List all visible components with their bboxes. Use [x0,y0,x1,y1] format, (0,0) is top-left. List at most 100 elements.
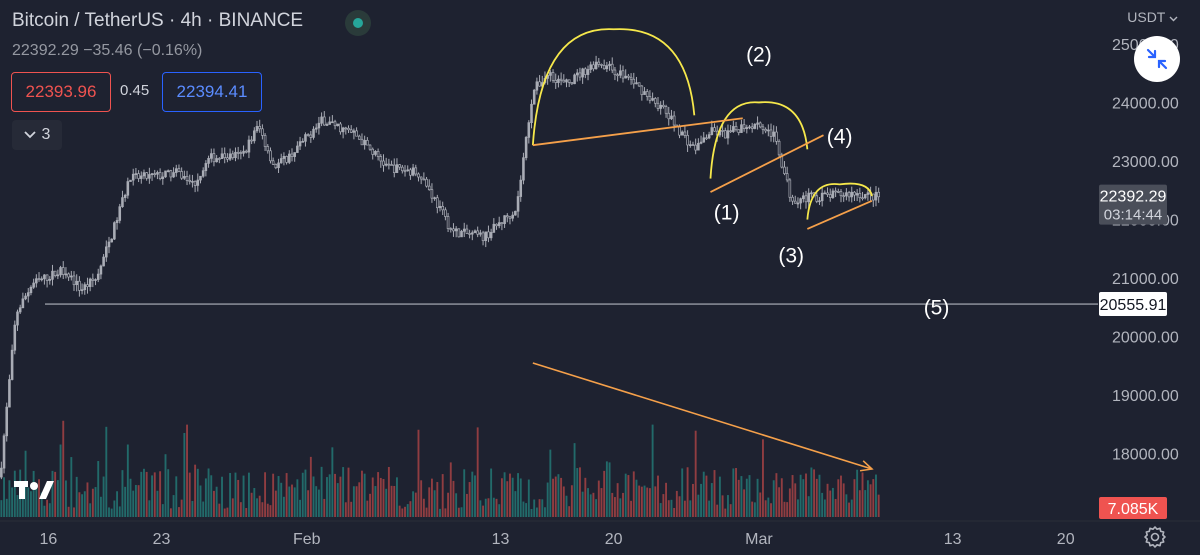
volume-bar [320,466,323,517]
volume-bar [568,506,571,517]
volume-bar [517,473,519,517]
collapse-button[interactable] [1134,36,1180,82]
volume-bar [444,508,447,517]
volume-bar [718,476,721,517]
drawing-layer[interactable] [531,28,874,472]
candle-body [659,104,662,109]
candle-body [702,137,706,143]
volume-bar [108,507,110,517]
volume-bar [587,488,589,517]
volume-bar [541,499,544,517]
candle-body [449,228,453,230]
candle-body [454,228,458,232]
candle-body [619,70,622,76]
volume-bar [30,491,32,517]
candle-body [874,191,878,201]
candle-body [775,131,778,142]
volume-bar [791,475,794,517]
volume-bar [875,474,877,517]
candle-body [5,406,9,437]
candle-body [654,98,657,104]
volume-trend-arrow[interactable] [532,362,873,470]
candle-body [694,144,697,151]
time-axis[interactable]: 16 23 Feb 13 20 Mar 13 20 [40,531,1075,548]
volume-bar [686,467,689,517]
candle-body [433,197,436,200]
volume-bar [648,488,651,517]
volume-bar [32,470,35,517]
candle-body [831,190,835,198]
volume-bar [27,487,30,517]
candle-body [793,200,797,204]
candle-body [575,72,579,76]
candle-body [632,78,636,85]
volume-bar [482,505,485,517]
volume-bar [369,493,371,517]
volume-bar [409,501,412,517]
candle-body [218,158,221,160]
gear-icon[interactable] [1143,525,1167,549]
cup-pattern-arc[interactable] [709,101,809,179]
sell-price-button[interactable]: 22393.96 [11,72,111,112]
indicators-toggle[interactable]: 3 [12,120,62,150]
candle-body [139,175,143,179]
volume-bar [404,506,406,517]
candle-body [242,150,245,154]
trend-line[interactable] [710,134,824,193]
candle-body [839,191,843,197]
volume-bar [296,479,299,517]
volume-bar [153,472,156,517]
price-candles [0,55,880,480]
currency-selector[interactable]: USDT [1127,9,1178,25]
tradingview-logo[interactable] [14,478,56,502]
wave-label: (2) [746,43,772,66]
symbol-title[interactable]: Bitcoin / TetherUS · 4h · BINANCE [12,10,304,31]
candle-body [107,241,111,248]
cup-pattern-arc[interactable] [806,182,873,220]
candle-body [37,278,41,281]
candle-body [511,214,514,219]
volume-bar [148,500,151,517]
volume-bar [414,492,417,517]
volume-bar [3,477,5,517]
volume-bar [137,485,140,517]
trend-line[interactable] [532,117,743,147]
volume-bar [194,464,197,517]
volume-bar [767,497,770,517]
volume-bar [449,462,452,517]
volume-bar [640,486,643,517]
market-status-icon[interactable] [345,10,371,36]
candle-body [581,68,584,78]
candle-body [296,145,299,153]
volume-bar [239,502,242,517]
volume-bar [379,477,382,517]
buy-price-button[interactable]: 22394.41 [162,72,262,112]
candle-body [767,129,770,132]
horizontal-line-tag-label: 20555.91 [1100,297,1167,314]
price-tick-label: 18000.00 [1112,447,1179,464]
volume-bar [608,462,611,517]
candle-body [24,295,27,300]
candle-body [524,137,528,159]
candle-body [503,215,506,225]
candle-body [820,192,824,202]
volume-bar [164,454,167,517]
volume-bar [118,506,121,517]
candle-body [253,130,256,142]
candle-body [110,238,113,243]
candle-body [129,179,132,182]
volume-bar [484,498,487,517]
candle-body [538,81,541,87]
volume-bar [675,490,678,517]
volume-bar [783,501,786,517]
volume-bar [743,489,746,517]
cup-pattern-arc[interactable] [531,28,696,146]
volume-bar [519,478,522,517]
candle-body [368,144,372,150]
trend-line[interactable] [806,199,873,230]
candle-body [500,222,504,225]
price-axis[interactable]: 25000.0024000.0023000.0022000.0021000.00… [1112,37,1179,464]
volume-bar [191,501,194,517]
candle-body [522,157,525,181]
